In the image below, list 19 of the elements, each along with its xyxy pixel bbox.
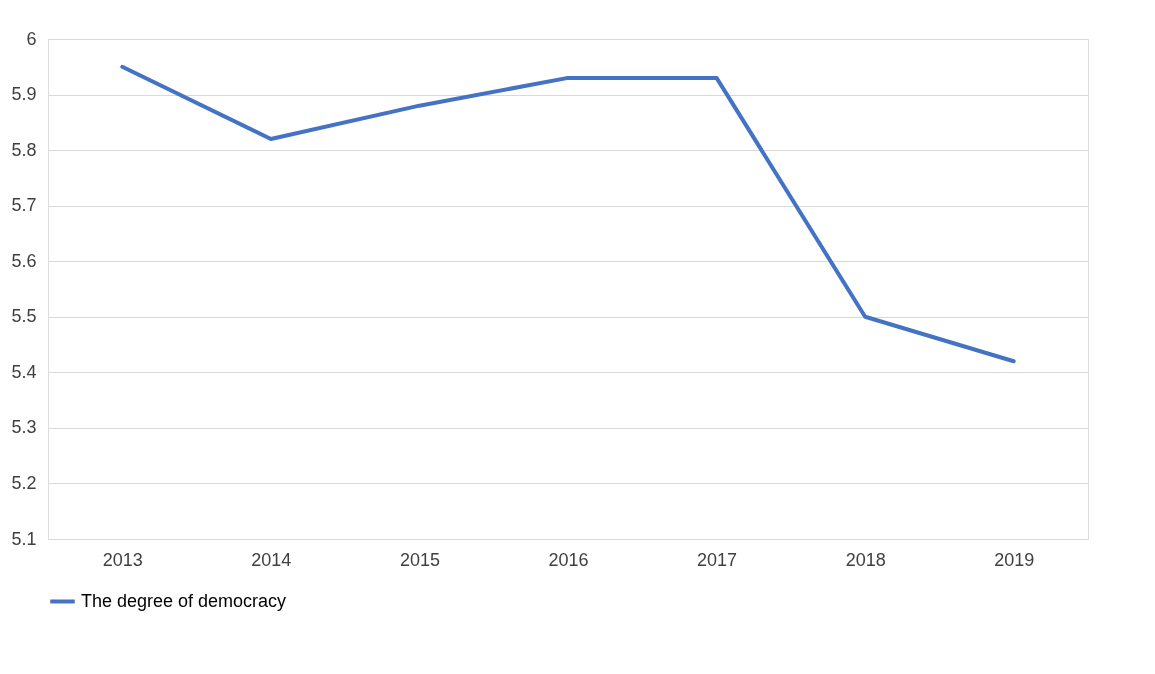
y-tick-label: 5.1 [11, 528, 37, 549]
y-tick-label: 5.7 [11, 195, 37, 216]
x-tick-label: 2019 [994, 549, 1035, 570]
y-tick-label: 5.5 [11, 306, 37, 327]
x-tick-label: 2013 [102, 549, 143, 570]
x-tick-label: 2015 [399, 549, 440, 570]
x-tick-label: 2014 [251, 549, 292, 570]
y-tick-label: 5.4 [11, 361, 37, 382]
x-tick-label: 2017 [697, 549, 738, 570]
x-tick-label: 2016 [548, 549, 589, 570]
y-tick-label: 5.6 [11, 250, 37, 271]
y-tick-label: 5.3 [11, 417, 37, 438]
y-tick-label: 5.8 [11, 139, 37, 160]
line-series [120, 64, 1016, 364]
y-tick-label: 5.9 [11, 84, 37, 105]
y-tick-label: 6 [26, 28, 37, 49]
y-tick-label: 5.2 [11, 472, 37, 493]
x-tick-label: 2018 [845, 549, 886, 570]
legend-label: The degree of democracy [81, 590, 287, 611]
